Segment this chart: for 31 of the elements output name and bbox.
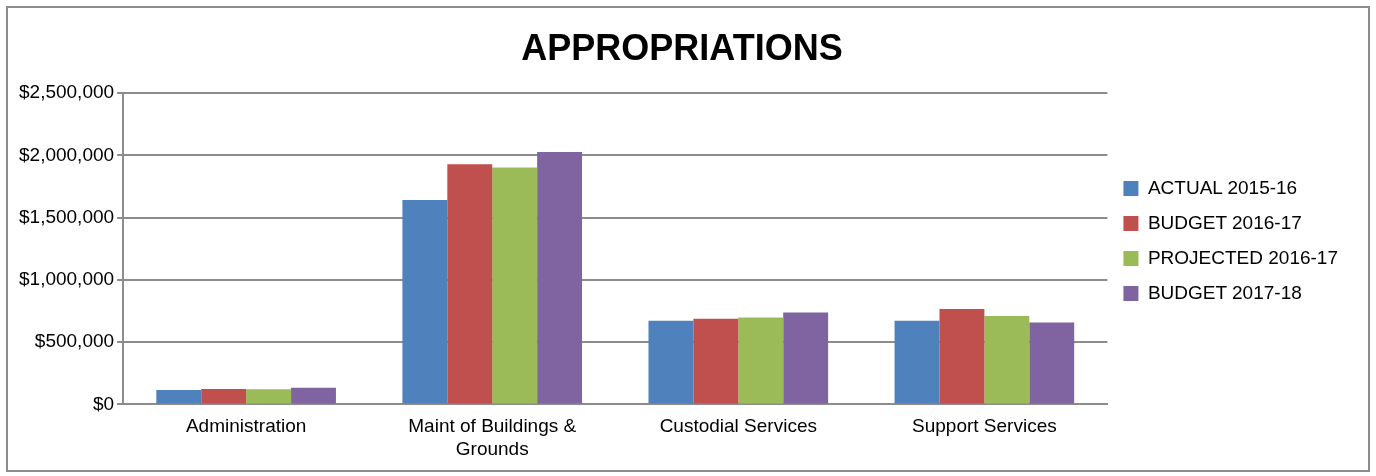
- y-tick-label: $500,000: [34, 330, 115, 352]
- x-tick-label: Custodial Services: [659, 415, 817, 437]
- x-tick-label: Administration: [185, 415, 307, 437]
- x-tick-label: Support Services: [912, 415, 1057, 437]
- bar: [156, 390, 202, 404]
- bar: [738, 317, 784, 404]
- y-tick-label: $1,500,000: [19, 205, 115, 227]
- bar: [201, 388, 247, 404]
- bar: [693, 318, 739, 404]
- legend-label: BUDGET 2017-18: [1147, 281, 1302, 303]
- bar: [1029, 322, 1075, 404]
- legend-label: ACTUAL 2015-16: [1147, 176, 1298, 198]
- y-tick-label: $1,000,000: [19, 268, 115, 290]
- bar: [447, 164, 493, 404]
- bar: [492, 167, 538, 404]
- bar: [246, 389, 292, 404]
- bar: [939, 308, 985, 404]
- bar: [984, 315, 1030, 404]
- bar: [648, 320, 694, 404]
- y-tick-label: $0: [92, 392, 115, 414]
- chart-title: APPROPRIATIONS: [521, 26, 843, 68]
- bar: [537, 151, 583, 404]
- legend-label: PROJECTED 2016-17: [1147, 246, 1338, 268]
- bar: [291, 387, 336, 404]
- legend-label: BUDGET 2016-17: [1147, 211, 1302, 233]
- x-tick-label: Maint of Buildings & Grounds: [408, 415, 577, 459]
- bar: [894, 320, 940, 404]
- y-tick-label: $2,500,000: [19, 81, 115, 103]
- y-tick-label: $2,000,000: [19, 143, 115, 165]
- bar: [402, 199, 448, 404]
- bar: [783, 312, 829, 404]
